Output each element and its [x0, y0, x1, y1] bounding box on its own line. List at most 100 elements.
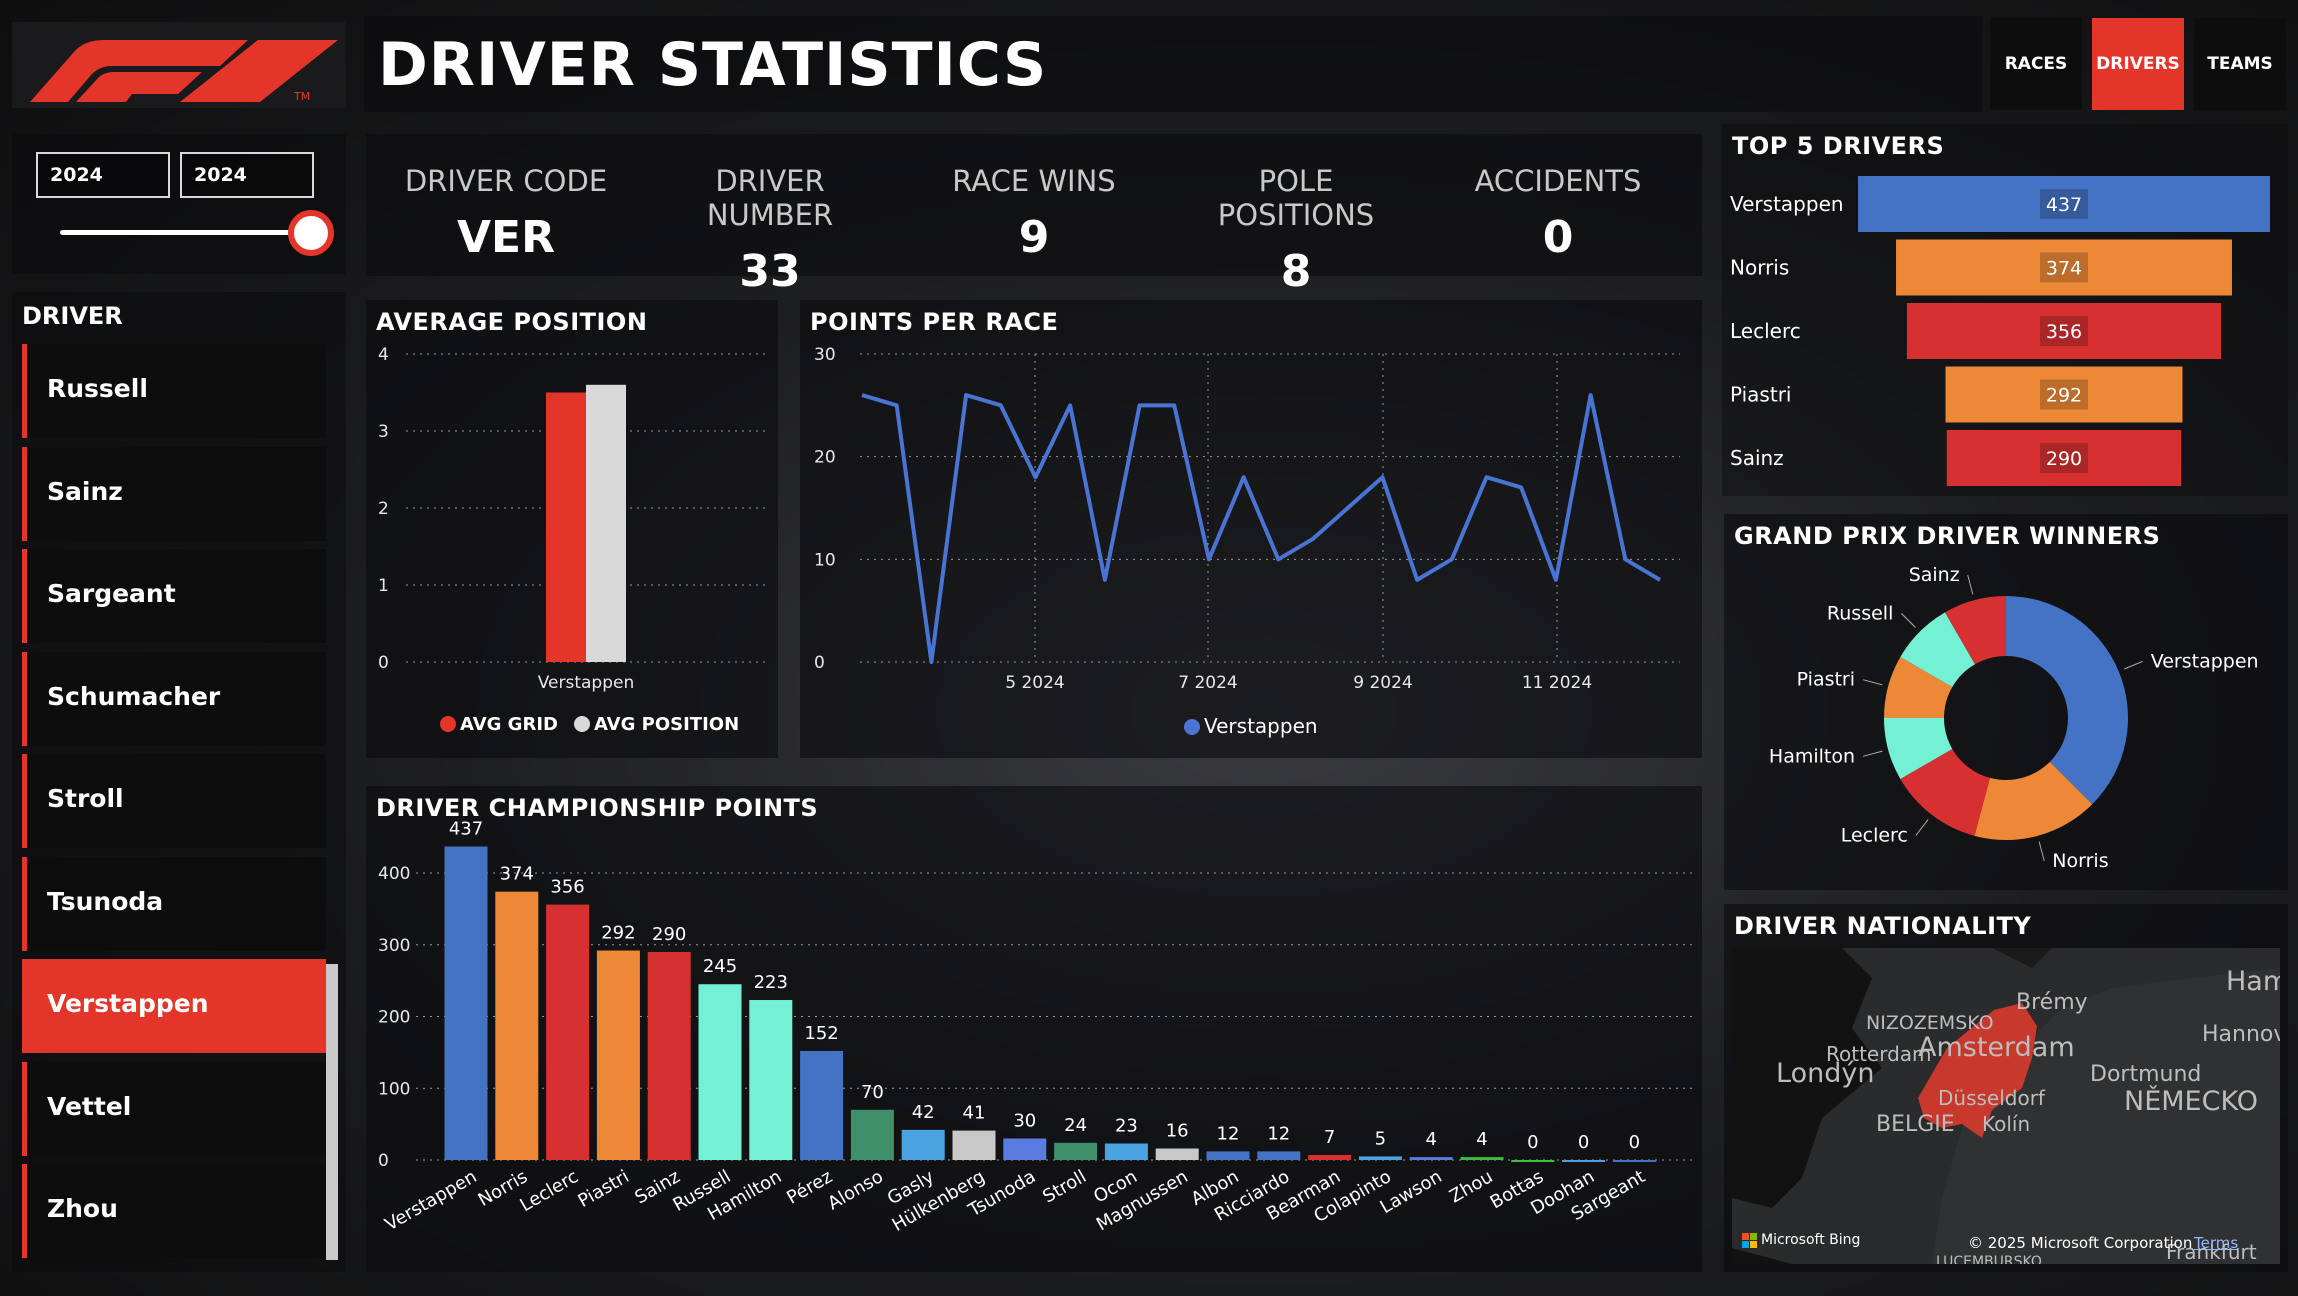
slice-label: Verstappen — [2151, 650, 2259, 672]
data-label: 4 — [1476, 1129, 1487, 1150]
bar-albon[interactable] — [1206, 1151, 1250, 1160]
driver-item-stroll[interactable]: Stroll — [22, 754, 326, 848]
nationality-map-canvas[interactable]: Brémy Hamb NIZOZEMSKO Hannove Rotterdam … — [1732, 948, 2280, 1264]
nav-teams-button[interactable]: TEAMS — [2194, 18, 2286, 110]
top5-bar-leclerc[interactable] — [1906, 303, 2222, 359]
top5-bar-norris[interactable] — [1896, 239, 2232, 296]
bar-leclerc[interactable] — [546, 904, 590, 1160]
donut-slice-russell[interactable] — [1900, 612, 1975, 687]
data-label: 0 — [1527, 1132, 1538, 1153]
driver-list-scrollbar[interactable] — [326, 964, 338, 1260]
top5-bar-piastri[interactable] — [1945, 366, 2183, 423]
x-tick-label: 7 2024 — [1178, 673, 1237, 693]
bar-norris[interactable] — [495, 891, 539, 1160]
driver-item-schumacher[interactable]: Schumacher — [22, 652, 326, 746]
year-slider-track[interactable] — [60, 230, 320, 235]
top5-bar-sainz[interactable] — [1946, 430, 2182, 486]
map-label: NĚMECKO — [2124, 1086, 2258, 1117]
bar-gasly[interactable] — [901, 1129, 945, 1160]
donut-slice-hamilton[interactable] — [1884, 718, 1953, 779]
data-label: 12 — [1267, 1123, 1290, 1144]
bar-zhou[interactable] — [1460, 1157, 1504, 1160]
bar-verstappen[interactable] — [444, 846, 488, 1161]
netherlands-highlight — [1918, 1003, 2037, 1138]
data-label: 7 — [1324, 1127, 1335, 1148]
map-label: Hannove — [2202, 1022, 2280, 1047]
driver-item-sargeant[interactable]: Sargeant — [22, 549, 326, 643]
driver-nationality-map: DRIVER NATIONALITY Brémy Hamb NIZOZEMSKO… — [1724, 904, 2288, 1272]
bar-doohan[interactable] — [1562, 1160, 1606, 1162]
map-label: Amsterdam — [1918, 1032, 2075, 1063]
logo-tm: TM — [293, 90, 310, 103]
bar-ricciardo[interactable] — [1257, 1151, 1301, 1160]
bar-tsunoda[interactable] — [1003, 1138, 1047, 1160]
map-label: NIZOZEMSKO — [1866, 1012, 1994, 1034]
kpi-driver-code: DRIVER CODE VER — [386, 164, 626, 263]
bar-bottas[interactable] — [1511, 1160, 1555, 1162]
bar-alonso[interactable] — [850, 1109, 894, 1160]
driver-item-russell[interactable]: Russell — [22, 344, 326, 438]
legend-swatch — [573, 716, 590, 732]
donut-slice-sainz[interactable] — [1945, 596, 2006, 665]
legend-item-verstappen: Verstappen — [1184, 714, 1318, 738]
top5-category-label: Leclerc — [1730, 319, 1801, 343]
y-tick-label: 3 — [378, 422, 389, 442]
donut-slice-piastri[interactable] — [1884, 657, 1953, 718]
bar-stroll[interactable] — [1054, 1142, 1098, 1160]
donut-slice-norris[interactable] — [1974, 761, 2093, 840]
y-tick-label: 300 — [378, 936, 410, 956]
data-label: 24 — [1064, 1115, 1087, 1136]
bar-sainz[interactable] — [647, 951, 691, 1160]
data-label: 292 — [601, 923, 635, 944]
kpi-label: DRIVER NUMBER — [706, 164, 834, 232]
donut-slice-leclerc[interactable] — [1900, 749, 1990, 836]
map-terms-link[interactable]: Terms — [2194, 1234, 2239, 1252]
bar-lawson[interactable] — [1409, 1157, 1453, 1160]
kpi-label: DRIVER CODE — [404, 164, 608, 198]
donut-slice-verstappen[interactable] — [2006, 596, 2128, 805]
avg-bar-avg-position[interactable] — [586, 384, 626, 662]
x-tick-label: Zhou — [1446, 1166, 1496, 1207]
nav-races-button[interactable]: RACES — [1990, 18, 2082, 110]
data-label: 292 — [2046, 385, 2082, 407]
series-line-verstappen[interactable] — [861, 393, 1662, 664]
year-from-input[interactable]: 2024 — [36, 152, 170, 198]
avg-bar-avg-grid[interactable] — [546, 392, 586, 663]
driver-item-verstappen[interactable]: Verstappen — [22, 959, 326, 1053]
data-label: 374 — [500, 864, 534, 885]
bar-hamilton[interactable] — [749, 1000, 793, 1160]
bar-hülkenberg[interactable] — [952, 1130, 996, 1160]
map-label: Londýn — [1776, 1058, 1875, 1089]
top5-value-badge — [2040, 316, 2088, 346]
bar-piastri[interactable] — [596, 950, 640, 1160]
bar-colapinto[interactable] — [1358, 1156, 1402, 1160]
map-label: LUCEMBURSKO — [1936, 1254, 2042, 1264]
kpi-label: POLE POSITIONS — [1217, 164, 1375, 232]
bar-sargeant[interactable] — [1612, 1160, 1656, 1162]
bar-magnussen[interactable] — [1155, 1148, 1199, 1160]
points-per-race-legend: Verstappen — [1184, 714, 1318, 738]
bar-bearman[interactable] — [1308, 1154, 1352, 1160]
y-tick-label: 400 — [378, 864, 410, 884]
page-title: DRIVER STATISTICS — [378, 30, 1048, 100]
data-label: 223 — [754, 972, 788, 993]
data-label: 290 — [2046, 448, 2082, 470]
average-position-svg: 0 1 2 3 4 Verstappen — [378, 345, 766, 693]
bar-russell[interactable] — [698, 984, 742, 1160]
legend-swatch — [440, 716, 456, 732]
chart-title: DRIVER CHAMPIONSHIP POINTS — [376, 794, 819, 822]
slice-label: Russell — [1827, 602, 1893, 624]
top5-bar-verstappen[interactable] — [1858, 176, 2270, 232]
driver-item-vettel[interactable]: Vettel — [22, 1062, 326, 1156]
driver-item-tsunoda[interactable]: Tsunoda — [22, 857, 326, 951]
data-label: 0 — [1578, 1132, 1589, 1153]
kpi-driver-number: DRIVER NUMBER 33 — [650, 164, 890, 297]
nav-drivers-button[interactable]: DRIVERS — [2092, 18, 2184, 110]
year-slider-handle[interactable] — [288, 210, 334, 256]
bar-ocon[interactable] — [1104, 1143, 1148, 1161]
bar-pérez[interactable] — [800, 1050, 844, 1160]
year-to-input[interactable]: 2024 — [180, 152, 314, 198]
top5-value-badge — [2040, 379, 2088, 410]
driver-item-sainz[interactable]: Sainz — [22, 447, 326, 541]
driver-item-zhou[interactable]: Zhou — [22, 1164, 326, 1258]
